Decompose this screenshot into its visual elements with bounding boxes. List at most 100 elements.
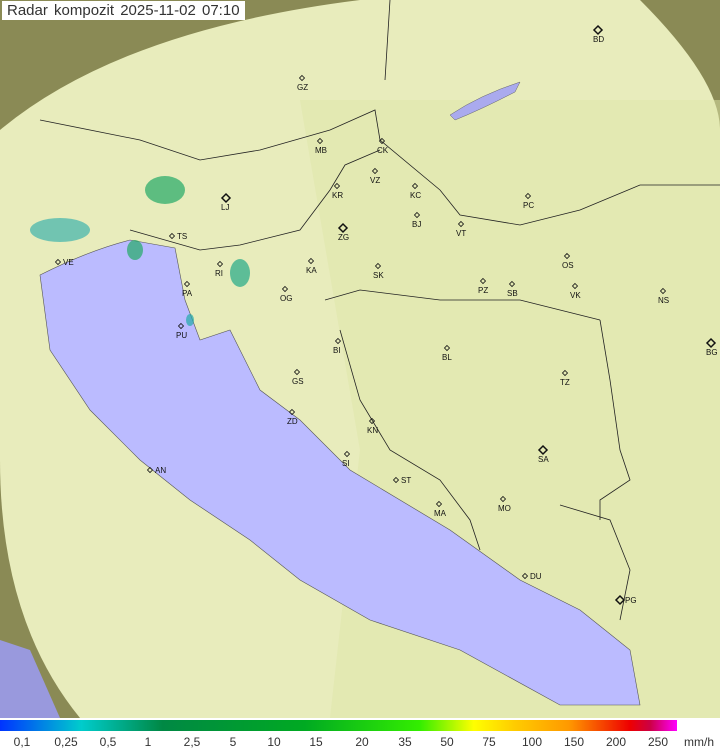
precipitation-color-scale xyxy=(0,720,677,731)
city-marker xyxy=(524,192,532,200)
city-marker xyxy=(168,232,176,240)
city-label: ST xyxy=(401,476,411,485)
legend-tick-label: 75 xyxy=(482,735,496,749)
city-label: VZ xyxy=(370,176,380,185)
city-label: SB xyxy=(507,289,518,298)
city-label: AN xyxy=(155,466,166,475)
city-marker xyxy=(561,369,569,377)
city-marker xyxy=(521,572,529,580)
legend-tick-label: 15 xyxy=(309,735,323,749)
city-marker xyxy=(499,495,507,503)
city-marker xyxy=(288,408,296,416)
city-label: PC xyxy=(523,201,534,210)
city-marker xyxy=(392,476,400,484)
legend-tick-label: 0,1 xyxy=(13,735,31,749)
legend-tick-label: 2,5 xyxy=(183,735,201,749)
city-marker xyxy=(281,285,289,293)
legend-tick-label: 35 xyxy=(398,735,412,749)
city-marker xyxy=(337,222,349,234)
city-marker xyxy=(413,211,421,219)
city-label: BI xyxy=(333,346,341,355)
map-title: Radar kompozit 2025-11-02 07:10 xyxy=(2,1,245,20)
city-label: LJ xyxy=(221,203,229,212)
city-marker xyxy=(508,280,516,288)
city-marker xyxy=(307,257,315,265)
city-label: SK xyxy=(373,271,384,280)
city-label: DU xyxy=(530,572,542,581)
legend-tick-label: 50 xyxy=(440,735,454,749)
city-label: KC xyxy=(410,191,421,200)
city-label: VT xyxy=(456,229,466,238)
city-label: MO xyxy=(498,504,511,513)
city-marker xyxy=(177,322,185,330)
city-marker xyxy=(146,466,154,474)
city-label: VK xyxy=(570,291,581,300)
city-marker xyxy=(443,344,451,352)
city-marker xyxy=(334,337,342,345)
legend-tick-label: 20 xyxy=(355,735,369,749)
city-marker xyxy=(316,137,324,145)
legend-tick-label: 200 xyxy=(605,735,627,749)
city-marker xyxy=(374,262,382,270)
city-marker xyxy=(343,450,351,458)
city-label: SA xyxy=(538,455,549,464)
city-label: KR xyxy=(332,191,343,200)
city-marker xyxy=(537,444,549,456)
city-marker xyxy=(216,260,224,268)
legend-tick-label: 250 xyxy=(647,735,669,749)
city-label: NS xyxy=(658,296,669,305)
city-marker xyxy=(54,258,62,266)
city-label: RI xyxy=(215,269,223,278)
city-label: BL xyxy=(442,353,452,362)
city-label: BJ xyxy=(412,220,421,229)
city-marker xyxy=(411,182,419,190)
legend-tick-label: 0,25 xyxy=(54,735,78,749)
city-label: OS xyxy=(562,261,574,270)
city-label: SI xyxy=(342,459,350,468)
city-label: OG xyxy=(280,294,292,303)
city-label: BG xyxy=(706,348,718,357)
legend-tick-label: 10 xyxy=(267,735,281,749)
city-label: VE xyxy=(63,258,74,267)
legend-tick-label: 0,5 xyxy=(99,735,117,749)
city-marker xyxy=(368,417,376,425)
city-marker xyxy=(705,337,717,349)
city-marker xyxy=(333,182,341,190)
city-marker xyxy=(298,74,306,82)
city-label: PG xyxy=(625,596,637,605)
city-marker xyxy=(479,277,487,285)
city-label: PA xyxy=(182,289,193,298)
city-label: KN xyxy=(367,426,378,435)
city-label: BD xyxy=(593,35,604,44)
city-marker xyxy=(614,594,626,606)
legend-labels: 0,1 0,25 0,5 1 2,5 5 10 15 20 35 50 75 100 150 200 250 m… xyxy=(0,735,720,751)
city-label: CK xyxy=(377,146,389,155)
city-label: ZD xyxy=(287,417,298,426)
city-marker xyxy=(293,368,301,376)
city-marker xyxy=(183,280,191,288)
legend-tick-label: 5 xyxy=(229,735,237,749)
legend-unit: mm/h xyxy=(684,735,714,749)
city-marker xyxy=(378,137,386,145)
city-label: GS xyxy=(292,377,304,386)
city-marker xyxy=(435,500,443,508)
legend-tick-label: 100 xyxy=(521,735,543,749)
city-marker xyxy=(571,282,579,290)
legend-tick-label: 1 xyxy=(144,735,152,749)
city-label: ZG xyxy=(338,233,349,242)
city-label: GZ xyxy=(297,83,308,92)
lake-balaton xyxy=(449,81,521,121)
city-marker xyxy=(371,167,379,175)
radar-map[interactable]: GZ BD MB CK VZ KR KC LJ PC ZG BJ VT TS VE KA SK OS RI PA OG… xyxy=(0,0,720,718)
city-label: PU xyxy=(176,331,187,340)
tyrrhenian-sea xyxy=(0,640,60,718)
city-marker xyxy=(563,252,571,260)
legend-tick-label: 150 xyxy=(563,735,585,749)
radar-echoes xyxy=(30,176,250,326)
city-label: MB xyxy=(315,146,327,155)
city-marker xyxy=(220,192,232,204)
adriatic-sea xyxy=(39,239,641,706)
city-label: MA xyxy=(434,509,447,518)
city-marker xyxy=(659,287,667,295)
city-marker xyxy=(592,24,604,36)
